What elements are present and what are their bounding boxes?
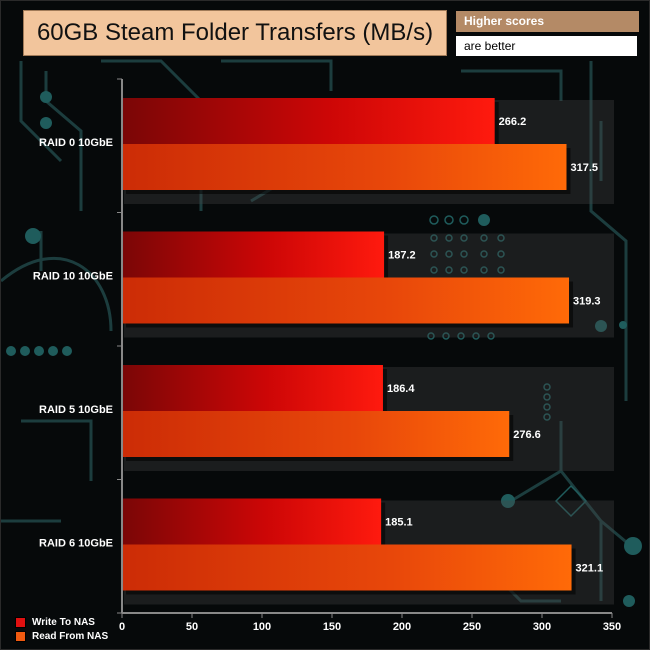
- x-tick-label: 350: [603, 621, 621, 633]
- legend-item-read: Read From NAS: [15, 629, 108, 643]
- bar-read-3: [122, 544, 572, 591]
- chart-title: 60GB Steam Folder Transfers (MB/s): [23, 10, 447, 56]
- legend-swatch-write: [15, 616, 26, 628]
- data-label: 186.4: [387, 383, 415, 395]
- x-tick-label: 100: [253, 621, 271, 633]
- data-label: 187.2: [388, 250, 416, 262]
- category-label: RAID 5 10GbE: [39, 404, 113, 416]
- legend: Write To NAS Read From NAS: [15, 615, 108, 643]
- bar-write-0: [122, 98, 495, 144]
- bar-read-2: [122, 411, 510, 457]
- legend-item-write: Write To NAS: [15, 615, 108, 629]
- axes-layer: RAID 0 10GbE RAID 10 10GbE RAID 5 10GbE RAI…: [33, 78, 621, 633]
- category-label: RAID 0 10GbE: [39, 137, 113, 149]
- x-tick-label: 150: [323, 621, 341, 633]
- data-label: 317.5: [571, 162, 599, 174]
- higher-scores-note: Higher scores: [456, 11, 639, 32]
- bar-write-3: [122, 498, 382, 545]
- bar-read-1: [122, 277, 570, 324]
- bars-layer: 266.2 317.5 187.2 319.3 186.4 276.6 185.1 321.1: [122, 98, 603, 595]
- category-label: RAID 6 10GbE: [39, 538, 113, 550]
- legend-swatch-read: [15, 630, 26, 642]
- legend-label-read: Read From NAS: [32, 630, 109, 642]
- data-label: 321.1: [576, 563, 604, 575]
- data-label: 319.3: [573, 296, 601, 308]
- legend-label-write: Write To NAS: [32, 616, 95, 628]
- x-tick-label: 50: [186, 621, 198, 633]
- bar-write-1: [122, 231, 385, 278]
- x-tick-label: 250: [463, 621, 481, 633]
- chart-title-text: 60GB Steam Folder Transfers (MB/s): [36, 19, 434, 46]
- x-tick-label: 0: [119, 621, 125, 633]
- data-label: 185.1: [385, 517, 413, 529]
- category-label: RAID 10 10GbE: [33, 271, 113, 283]
- are-better-note: are better: [456, 36, 637, 56]
- x-tick-label: 200: [393, 621, 411, 633]
- data-label: 276.6: [513, 429, 541, 441]
- bar-write-2: [122, 365, 383, 411]
- data-label: 266.2: [499, 116, 527, 128]
- bar-read-0: [122, 144, 567, 190]
- x-tick-label: 300: [533, 621, 551, 633]
